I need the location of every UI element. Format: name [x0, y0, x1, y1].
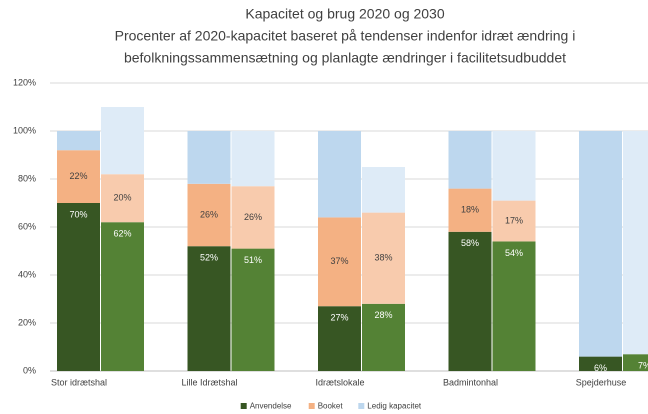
y-tick-label: 0%: [23, 365, 36, 375]
bar-segment: [362, 303, 405, 371]
bar-segment: [492, 200, 536, 242]
data-label: 26%: [200, 209, 218, 219]
bar-segment: [57, 150, 100, 203]
bar-segment: [362, 167, 405, 213]
data-label: 7%: [638, 361, 648, 371]
bar-segment: [187, 131, 231, 184]
bar-segment: [448, 131, 492, 189]
legend-swatch: [358, 403, 365, 409]
legend-label: Anvendelse: [250, 402, 292, 411]
bar-segment: [318, 306, 361, 371]
bar-segment: [57, 203, 100, 371]
data-label: 28%: [374, 310, 392, 320]
y-tick-label: 60%: [18, 221, 36, 231]
y-tick-label: 40%: [18, 269, 36, 279]
data-label: 6%: [594, 363, 607, 373]
bar-segment: [448, 188, 492, 232]
data-label: 26%: [244, 212, 262, 222]
bar-segment: [231, 248, 275, 371]
bar-segment: [579, 356, 622, 371]
data-label: 17%: [505, 215, 523, 225]
data-label: 52%: [200, 253, 218, 263]
x-tick-label: Spejderhuse: [576, 377, 627, 387]
y-tick-label: 100%: [13, 125, 36, 135]
data-label: 18%: [461, 205, 479, 215]
y-tick-label: 20%: [18, 317, 36, 327]
legend-label: Ledig kapacitet: [367, 402, 422, 411]
x-tick-label: Lille Idrætshal: [181, 377, 237, 387]
data-label: 54%: [505, 248, 523, 258]
data-label: 22%: [69, 171, 87, 181]
bar-segment: [101, 174, 144, 223]
data-label: 70%: [69, 209, 87, 219]
data-label: 20%: [113, 193, 131, 203]
data-label: 38%: [374, 253, 392, 263]
bar-segment: [101, 107, 144, 175]
bar-segment: [318, 131, 361, 218]
bar-segment: [579, 131, 622, 357]
bar-segment: [448, 231, 492, 371]
bar-segment: [231, 131, 275, 187]
x-tick-label: Badmintonhal: [443, 377, 498, 387]
data-label: 62%: [113, 229, 131, 239]
bar-segment: [231, 186, 275, 249]
bar-segment: [362, 212, 405, 304]
data-label: 37%: [330, 256, 348, 266]
bar-segment: [101, 222, 144, 371]
y-tick-label: 80%: [18, 173, 36, 183]
legend-label: Booket: [318, 402, 344, 411]
data-label: 58%: [461, 238, 479, 248]
legend-swatch: [308, 403, 315, 409]
data-label: 51%: [244, 255, 262, 265]
chart-subtitle: befolkningssammensætning og planlagte æn…: [124, 50, 566, 66]
bar-segment: [623, 131, 648, 355]
bar-segment: [492, 131, 536, 201]
legend-swatch: [240, 403, 247, 409]
y-tick-label: 120%: [13, 77, 36, 87]
chart-title: Kapacitet og brug 2020 og 2030: [245, 6, 444, 22]
chart-subtitle: Procenter af 2020-kapacitet baseret på t…: [115, 28, 576, 44]
data-label: 27%: [330, 313, 348, 323]
bar-segment: [57, 131, 100, 151]
bar-segment: [187, 183, 231, 247]
bar-segment: [492, 241, 536, 371]
x-tick-label: Idrætslokale: [315, 377, 364, 387]
bar-segment: [623, 354, 648, 371]
x-tick-label: Stor idrætshal: [51, 377, 107, 387]
bar-segment: [187, 246, 231, 371]
bar-segment: [318, 217, 361, 307]
